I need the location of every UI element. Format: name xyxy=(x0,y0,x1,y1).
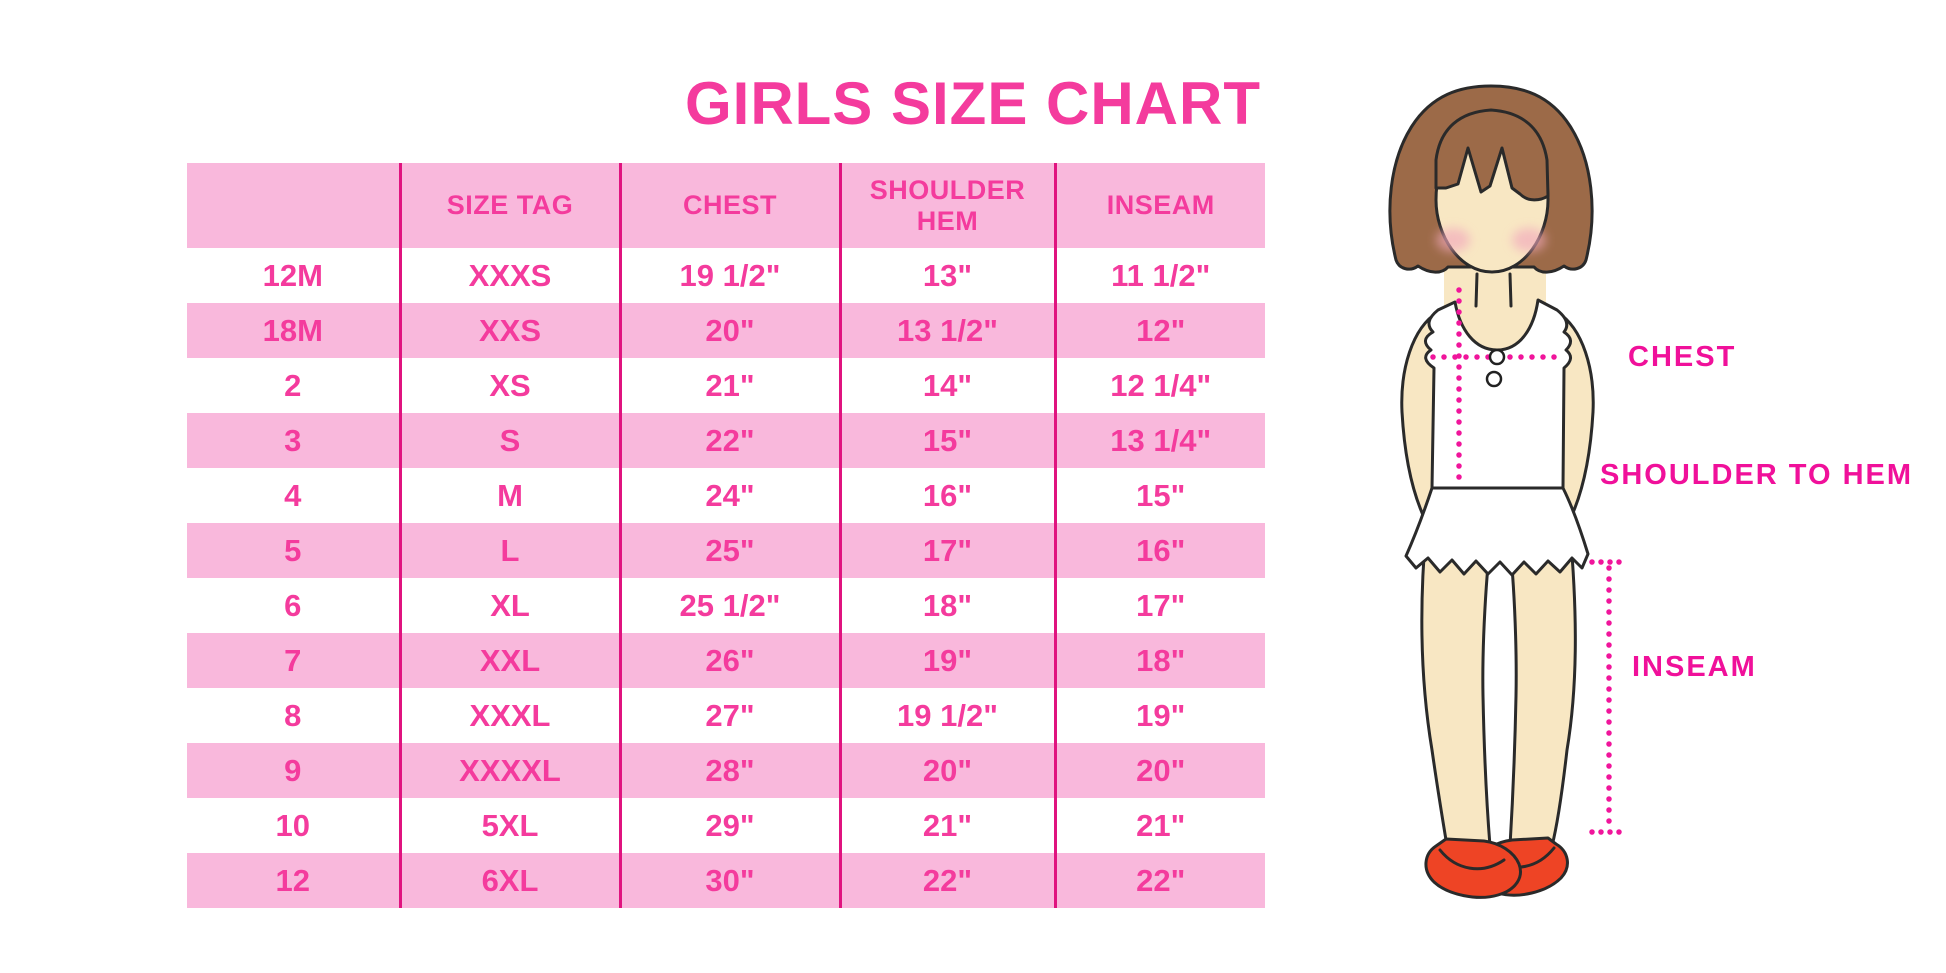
table-cell: 9 xyxy=(187,743,400,798)
table-cell: 29" xyxy=(618,798,840,853)
table-cell: S xyxy=(398,413,620,468)
right-leg xyxy=(1506,528,1577,848)
table-cell: 16" xyxy=(1053,523,1265,578)
table-cell: 11 1/2" xyxy=(1053,248,1265,303)
table-cell: 28" xyxy=(618,743,840,798)
table-cell: 19 1/2" xyxy=(618,248,840,303)
table-row: 7 XXL 26" 19" 18" xyxy=(187,633,1265,688)
ruffle-skirt xyxy=(1404,486,1590,577)
table-cell: XXXL xyxy=(398,688,620,743)
table-cell: 4 xyxy=(187,468,400,523)
table-cell: 15" xyxy=(1053,468,1265,523)
table-cell: XS xyxy=(398,358,620,413)
size-table-body: 12M XXXS 19 1/2" 13" 11 1/2" 18M XXS 20" 13 1/2"… xyxy=(187,248,1265,908)
table-cell: 3 xyxy=(187,413,400,468)
table-cell: 6 xyxy=(187,578,400,633)
neck-lines xyxy=(1474,272,1513,308)
table-row: 12M XXXS 19 1/2" 13" 11 1/2" xyxy=(187,248,1265,303)
table-cell: 19" xyxy=(1053,688,1265,743)
table-cell: 5 xyxy=(187,523,400,578)
table-row: 8 XXXL 27" 19 1/2" 19" xyxy=(187,688,1265,743)
table-cell: 30" xyxy=(618,853,840,908)
table-cell: 13 1/4" xyxy=(1053,413,1265,468)
left-shoe-strap xyxy=(1438,848,1506,871)
table-cell: 14" xyxy=(838,358,1055,413)
table-row: 18M XXS 20" 13 1/2" 12" xyxy=(187,303,1265,358)
table-cell: XXL xyxy=(398,633,620,688)
table-cell: 10 xyxy=(187,798,400,853)
table-cell: 22" xyxy=(1053,853,1265,908)
table-cell: 7 xyxy=(187,633,400,688)
table-cell: 16" xyxy=(838,468,1055,523)
top-button-1 xyxy=(1488,348,1506,366)
table-cell: 18" xyxy=(838,578,1055,633)
size-table: SIZE TAG CHEST SHOULDER HEM INSEAM 12M XX… xyxy=(187,163,1265,908)
table-row: 12 6XL 30" 22" 22" xyxy=(187,853,1265,908)
table-cell: 6XL xyxy=(398,853,620,908)
table-cell: 21" xyxy=(1053,798,1265,853)
table-cell: 2 xyxy=(187,358,400,413)
table-cell: 21" xyxy=(618,358,840,413)
table-cell: 12 1/4" xyxy=(1053,358,1265,413)
table-row: 10 5XL 29" 21" 21" xyxy=(187,798,1265,853)
header-cell-inseam: INSEAM xyxy=(1053,163,1265,248)
table-cell: M xyxy=(398,468,620,523)
table-cell: 13" xyxy=(838,248,1055,303)
hair-bangs xyxy=(1434,108,1550,202)
table-cell: 17" xyxy=(1053,578,1265,633)
header-cell-chest: CHEST xyxy=(618,163,840,248)
table-cell: 13 1/2" xyxy=(838,303,1055,358)
table-cell: 12M xyxy=(187,248,400,303)
table-cell: XXS xyxy=(398,303,620,358)
top-button-2 xyxy=(1485,370,1503,388)
table-cell: 24" xyxy=(618,468,840,523)
table-cell: 25 1/2" xyxy=(618,578,840,633)
table-cell: 20" xyxy=(1053,743,1265,798)
table-cell: 8 xyxy=(187,688,400,743)
table-cell: 12 xyxy=(187,853,400,908)
table-row: 2 XS 21" 14" 12 1/4" xyxy=(187,358,1265,413)
table-row: 4 M 24" 16" 15" xyxy=(187,468,1265,523)
table-cell: XXXS xyxy=(398,248,620,303)
left-leg xyxy=(1420,528,1494,848)
table-cell: 25" xyxy=(618,523,840,578)
table-cell: 21" xyxy=(838,798,1055,853)
shoulder-to-hem-label: SHOULDER TO HEM xyxy=(1600,459,1914,491)
girl-figure-svg xyxy=(1388,84,1623,899)
table-cell: 20" xyxy=(618,303,840,358)
table-cell: XXXXL xyxy=(398,743,620,798)
table-header-row: SIZE TAG CHEST SHOULDER HEM INSEAM xyxy=(187,163,1265,248)
table-cell: 18" xyxy=(1053,633,1265,688)
size-chart-table: SIZE TAG CHEST SHOULDER HEM INSEAM 12M XX… xyxy=(187,163,1265,908)
table-cell: 20" xyxy=(838,743,1055,798)
header-cell-shoulder-hem: SHOULDER HEM xyxy=(838,163,1055,248)
top-bodice xyxy=(1424,298,1572,490)
table-cell: 27" xyxy=(618,688,840,743)
table-row: 6 XL 25 1/2" 18" 17" xyxy=(187,578,1265,633)
header-cell-size-tag: SIZE TAG xyxy=(398,163,620,248)
table-cell: XL xyxy=(398,578,620,633)
left-blush xyxy=(1436,228,1470,252)
chest-label: CHEST xyxy=(1628,341,1737,373)
table-cell: 12" xyxy=(1053,303,1265,358)
table-cell: 15" xyxy=(838,413,1055,468)
table-cell: 19" xyxy=(838,633,1055,688)
girl-measurement-illustration xyxy=(1350,60,1946,960)
header-cell-blank xyxy=(187,163,400,248)
table-cell: 18M xyxy=(187,303,400,358)
page-title: GIRLS SIZE CHART xyxy=(684,70,1261,138)
table-row: 5 L 25" 17" 16" xyxy=(187,523,1265,578)
right-blush xyxy=(1512,228,1546,252)
table-cell: 5XL xyxy=(398,798,620,853)
table-cell: 17" xyxy=(838,523,1055,578)
table-cell: 22" xyxy=(618,413,840,468)
table-row: 3 S 22" 15" 13 1/4" xyxy=(187,413,1265,468)
inseam-label: INSEAM xyxy=(1632,651,1757,683)
table-cell: L xyxy=(398,523,620,578)
table-cell: 19 1/2" xyxy=(838,688,1055,743)
table-cell: 26" xyxy=(618,633,840,688)
table-row: 9 XXXXL 28" 20" 20" xyxy=(187,743,1265,798)
table-cell: 22" xyxy=(838,853,1055,908)
